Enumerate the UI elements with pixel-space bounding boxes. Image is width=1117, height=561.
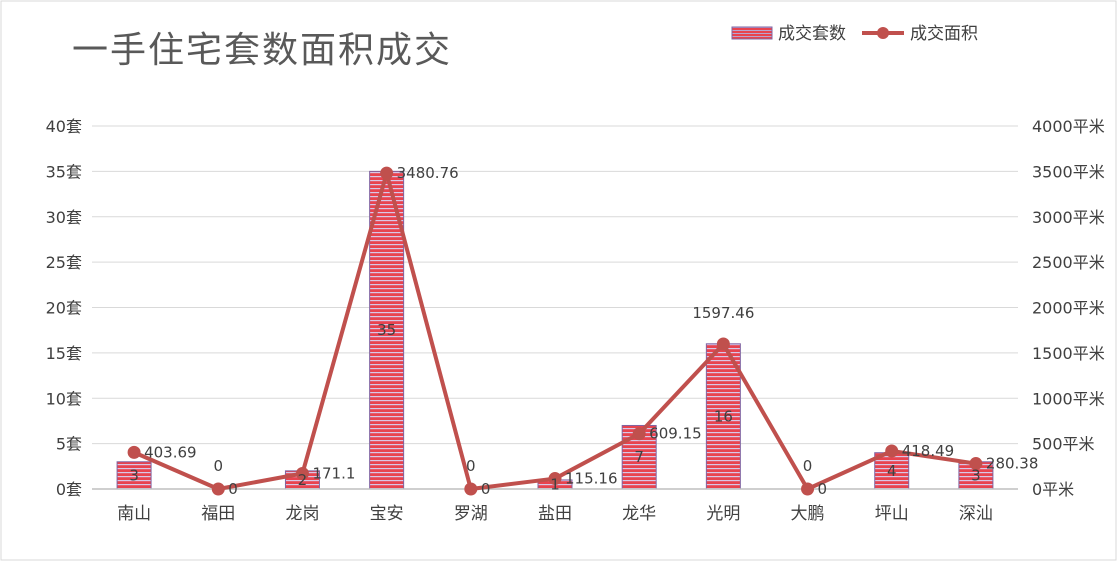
right-tick-label: 1500平米 — [1032, 344, 1105, 363]
right-axis-labels: 0平米 500平米 1000平米 1500平米 2000平米 2500平米 3000平米 35… — [1032, 117, 1105, 499]
left-tick-label: 15套 — [46, 344, 82, 363]
category-label: 福田 — [201, 504, 235, 524]
right-tick-label: 4000平米 — [1032, 117, 1105, 136]
legend-bar-swatch — [731, 26, 773, 40]
bar-data-label: 0 — [466, 457, 476, 475]
line-data-label: 0 — [481, 480, 491, 498]
bar — [874, 452, 910, 490]
line-series — [127, 166, 983, 496]
left-tick-label: 25套 — [46, 253, 82, 272]
left-tick-label: 30套 — [46, 208, 82, 227]
category-label: 龙华 — [622, 504, 656, 524]
bar-data-labels: 3 0 2 35 0 1 7 16 0 4 3 — [129, 321, 980, 493]
line-point — [211, 482, 225, 496]
bar-data-label: 3 — [129, 466, 139, 484]
bar-data-label: 4 — [887, 462, 897, 480]
line-point — [969, 457, 983, 471]
bar-data-label: 35 — [377, 321, 396, 339]
line-point — [548, 472, 562, 486]
bar-data-label: 0 — [803, 457, 813, 475]
left-tick-label: 5套 — [56, 435, 82, 454]
line-data-label: 115.16 — [565, 470, 618, 488]
line-point — [801, 482, 815, 496]
line-data-label: 1597.46 — [692, 304, 754, 322]
category-label: 宝安 — [370, 504, 404, 524]
left-axis-labels: 0套 5套 10套 15套 20套 25套 30套 35套 40套 — [46, 117, 82, 499]
line-data-label: 0 — [818, 480, 828, 498]
right-tick-label: 3000平米 — [1032, 208, 1105, 227]
right-tick-label: 3500平米 — [1032, 162, 1105, 181]
category-label: 南山 — [117, 504, 151, 524]
left-tick-label: 10套 — [46, 389, 82, 408]
legend-label-bars: 成交套数 — [778, 24, 846, 44]
legend: 成交套数 成交面积 — [731, 24, 978, 44]
left-tick-label: 20套 — [46, 299, 82, 318]
bar-data-label: 1 — [550, 475, 560, 493]
bar-data-label: 3 — [971, 466, 981, 484]
category-label: 坪山 — [875, 504, 909, 524]
right-tick-label: 2500平米 — [1032, 253, 1105, 272]
line-data-labels: 403.69 0 171.1 3480.76 0 115.16 609.15 1597.46 0… — [144, 164, 1038, 498]
line-data-label: 171.1 — [312, 464, 355, 482]
line-point — [632, 427, 646, 441]
bar-data-label: 16 — [714, 407, 733, 425]
left-tick-label: 0套 — [56, 480, 82, 499]
line-point — [716, 337, 730, 351]
line-point — [464, 482, 478, 496]
category-label: 大鹏 — [791, 504, 825, 524]
right-tick-label: 1000平米 — [1032, 389, 1105, 408]
category-labels: 南山 福田 龙岗 宝安 罗湖 盐田 龙华 光明 大鹏 坪山 深汕 — [117, 504, 993, 524]
right-tick-label: 500平米 — [1032, 435, 1095, 454]
category-label: 盐田 — [538, 504, 572, 524]
category-label: 光明 — [706, 504, 740, 524]
right-tick-label: 0平米 — [1032, 480, 1074, 499]
line-data-label: 418.49 — [902, 442, 955, 460]
line-point — [380, 166, 394, 180]
line-point — [295, 466, 309, 480]
category-label: 深汕 — [959, 504, 993, 524]
category-label: 罗湖 — [454, 504, 488, 524]
bar-series — [92, 170, 1018, 490]
left-tick-label: 40套 — [46, 117, 82, 136]
bar — [705, 343, 741, 490]
line-point — [885, 444, 899, 458]
right-tick-label: 2000平米 — [1032, 299, 1105, 318]
gridlines — [92, 125, 1018, 445]
line-data-label: 609.15 — [649, 425, 702, 443]
line-data-label: 0 — [228, 480, 238, 498]
line-data-label: 403.69 — [144, 443, 197, 461]
legend-label-line: 成交面积 — [910, 24, 978, 44]
line-data-label: 3480.76 — [397, 164, 459, 182]
bar-data-label: 0 — [213, 457, 223, 475]
bar — [369, 170, 405, 490]
left-tick-label: 35套 — [46, 162, 82, 181]
line-data-label: 280.38 — [986, 455, 1039, 473]
bar — [116, 461, 152, 490]
line-point — [127, 445, 141, 459]
category-label: 龙岗 — [285, 504, 319, 524]
chart-title: 一手住宅套数面积成交 — [72, 30, 452, 71]
legend-line-marker — [877, 27, 889, 39]
bar-data-label: 2 — [298, 471, 308, 489]
bar-data-label: 7 — [634, 448, 644, 466]
